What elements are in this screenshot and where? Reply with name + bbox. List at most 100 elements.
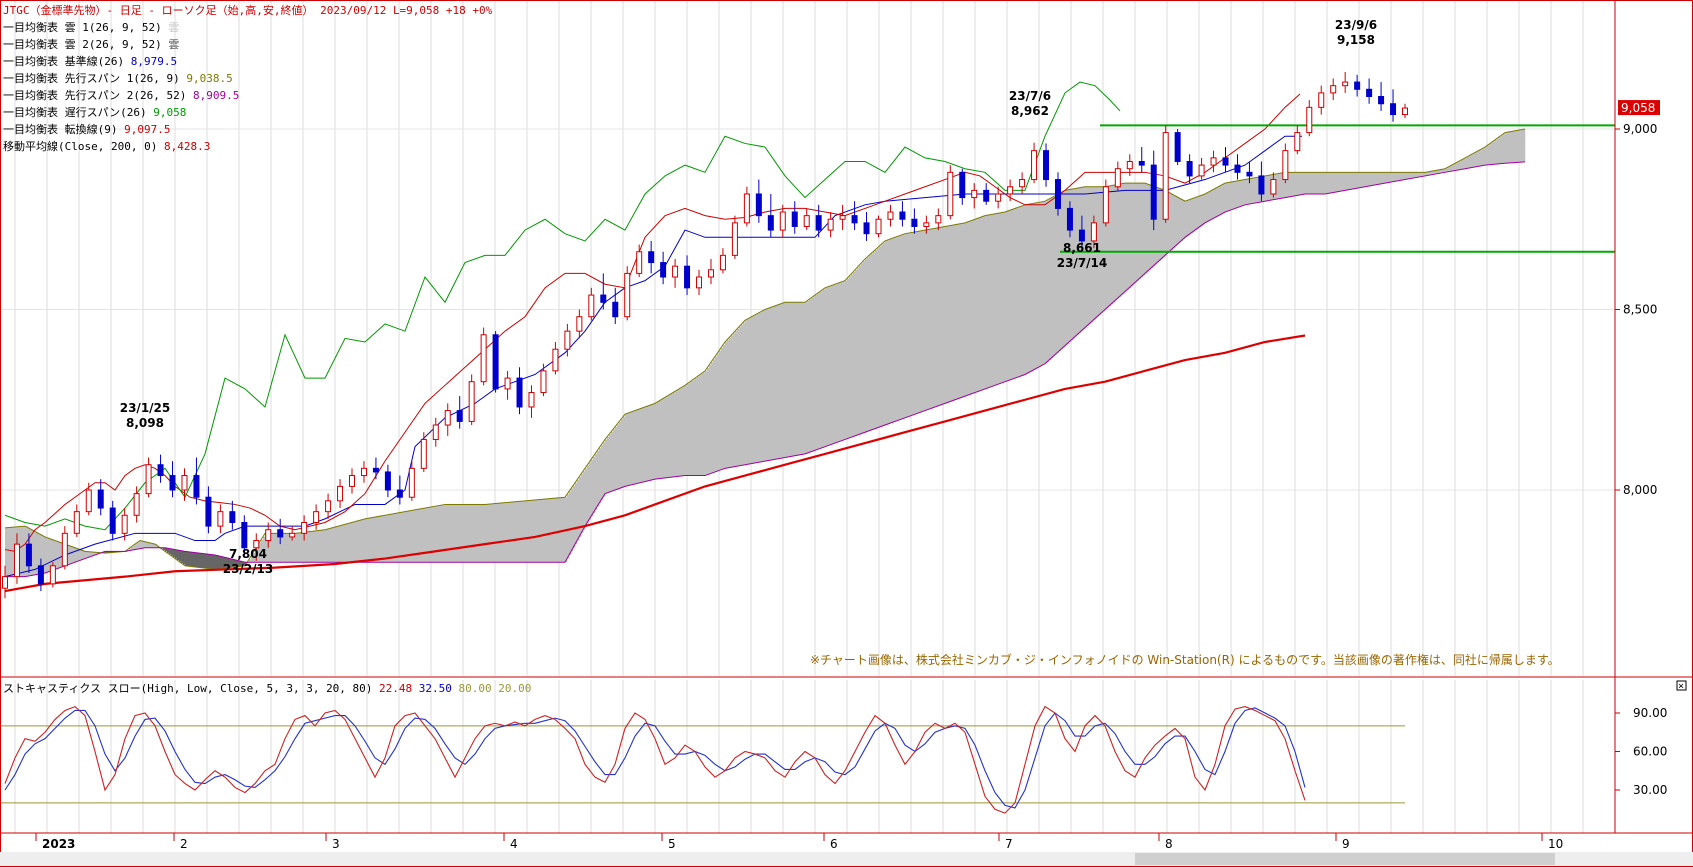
cloud-slice (1447, 167, 1450, 172)
cloud-slice (857, 267, 860, 436)
cloud-slice (635, 410, 638, 484)
cloud-slice (895, 237, 898, 422)
cloud-slice (607, 436, 610, 493)
cloud-slice (275, 533, 278, 563)
cloud-slice (269, 533, 272, 563)
cloud-slice (1325, 172, 1328, 194)
cloud-slice (271, 533, 274, 563)
cloud-slice (943, 226, 946, 405)
y-tick-label: 8,000 (1623, 483, 1657, 497)
cloud-slice (265, 533, 268, 563)
cloud-slice (427, 507, 430, 563)
cloud-slice (1481, 149, 1484, 166)
cloud-slice (1107, 186, 1110, 308)
cloud-slice (1215, 188, 1218, 218)
cloud-slice (1023, 205, 1026, 376)
cloud-slice (107, 551, 110, 553)
cloud-slice (201, 553, 204, 568)
candle-body (971, 189, 978, 199)
cloud-slice (633, 411, 636, 485)
candle-body (564, 330, 571, 350)
cloud-slice (449, 504, 452, 563)
cloud-slice (1443, 169, 1446, 173)
cloud-slice (999, 213, 1002, 384)
cloud-slice (745, 320, 748, 465)
cloud-slice (953, 225, 956, 401)
candle-body (229, 511, 236, 523)
annotation-price: 7,804 (229, 547, 267, 561)
cloud-slice (1229, 182, 1232, 211)
cloud-slice (1207, 192, 1210, 222)
candle-body (1402, 107, 1408, 116)
candle-body (935, 215, 942, 224)
cloud-slice (569, 491, 572, 555)
cloud-slice (1015, 208, 1018, 379)
cloud-slice (1083, 187, 1086, 330)
cloud-slice (1103, 186, 1106, 312)
cloud-slice (1185, 201, 1188, 238)
cloud-slice (485, 504, 488, 563)
cloud-slice (717, 353, 720, 472)
cloud-slice (987, 215, 990, 389)
cloud-slice (559, 497, 562, 563)
cloud-slice (985, 215, 988, 389)
cloud-slice (673, 392, 676, 478)
cloud-slice (639, 409, 642, 484)
cloud-slice (553, 498, 556, 563)
cloud-slice (1303, 172, 1306, 195)
cloud-slice (779, 304, 782, 459)
cloud-slice (591, 459, 594, 517)
candle-body (576, 316, 583, 332)
cloud-slice (815, 295, 818, 451)
cloud-slice (1467, 156, 1470, 169)
candle-body (253, 540, 260, 549)
candle-body (181, 475, 188, 491)
cloud-slice (1213, 189, 1216, 219)
cloud-slice (229, 558, 232, 568)
cloud-slice (609, 434, 612, 493)
cloud-slice (869, 255, 872, 431)
annotation-date: 23/7/6 (1009, 89, 1051, 103)
annotation-date: 23/2/13 (223, 562, 274, 576)
candle-body (1066, 207, 1073, 231)
candle-body (169, 475, 176, 491)
candle-body (1318, 92, 1325, 108)
cloud-slice (803, 302, 806, 455)
candle-body (73, 511, 80, 534)
candle-body (325, 500, 332, 513)
cloud-slice (1011, 209, 1014, 380)
cloud-slice (595, 453, 598, 510)
cloud-slice (697, 376, 700, 476)
candle-body (1378, 96, 1385, 105)
cloud-slice (513, 501, 516, 563)
cloud-slice (1435, 170, 1438, 175)
cloud-slice (763, 310, 766, 462)
cloud-slice (707, 367, 710, 475)
cloud-slice (1389, 172, 1392, 183)
cloud-slice (875, 249, 878, 429)
cloud-slice (925, 230, 928, 411)
cloud-slice (913, 232, 916, 415)
cloud-slice (1301, 172, 1304, 195)
candle-body (839, 215, 846, 220)
cloud-slice (1041, 201, 1044, 366)
candle-body (624, 272, 631, 318)
cloud-slice (299, 532, 302, 563)
cloud-slice (947, 226, 950, 403)
cloud-slice (111, 551, 114, 553)
cloud-slice (53, 539, 56, 571)
cloud-slice (1477, 151, 1480, 167)
cloud-slice (963, 223, 966, 397)
candle-body (1354, 81, 1361, 90)
cloud-slice (757, 313, 760, 463)
x-tick-label: 4 (510, 837, 518, 851)
cloud-slice (1067, 190, 1070, 344)
x-tick-label: 8 (1165, 837, 1173, 851)
candle-body (1007, 186, 1014, 195)
candle-body (791, 211, 798, 227)
cloud-slice (679, 388, 682, 477)
cloud-slice (1283, 172, 1286, 198)
cloud-slice (499, 503, 502, 563)
cloud-slice (397, 513, 400, 563)
cloud-slice (1057, 194, 1060, 353)
